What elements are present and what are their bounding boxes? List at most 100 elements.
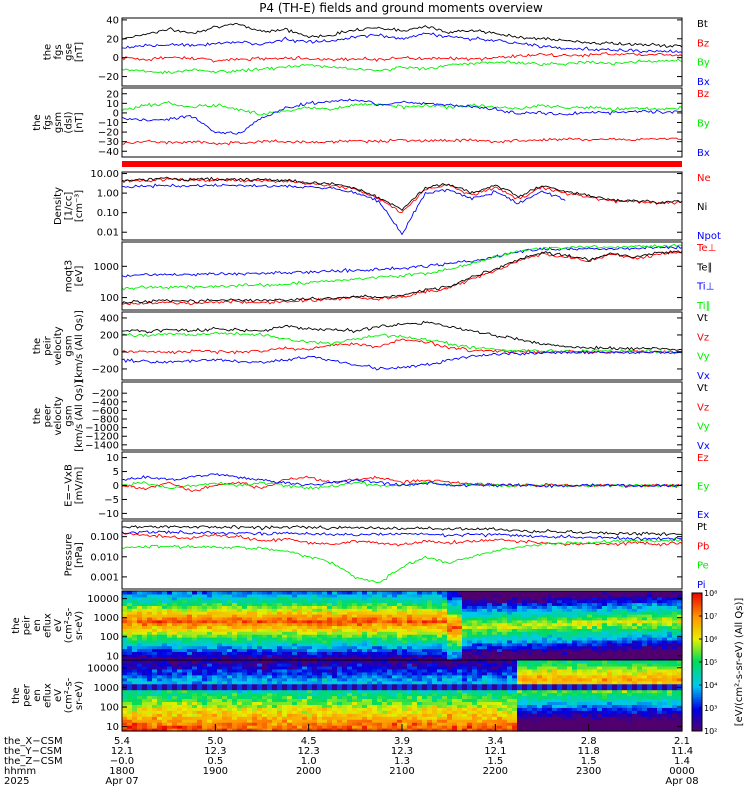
heatmap-cell [272,716,278,720]
heatmap-cell [377,634,383,638]
heatmap-cell [362,605,368,609]
heatmap-cell [122,605,128,609]
heatmap-cell [312,680,318,685]
heatmap-cell [387,704,393,708]
heatmap-cell [467,680,473,685]
heatmap-cell [207,692,213,697]
heatmap-cell [172,596,178,601]
heatmap-cell [402,674,408,679]
heatmap-cell [402,695,408,700]
heatmap-cell [237,722,243,726]
heatmap-cell [272,602,278,606]
heatmap-cell [557,619,563,624]
heatmap-cell [232,716,238,720]
heatmap-cell [612,634,618,638]
y-label-line: [1/cc] [64,192,75,221]
heatmap-cell [302,722,308,726]
heatmap-cell [647,596,653,601]
heatmap-cell [562,605,568,609]
heatmap-cell [622,642,628,647]
panel-background [122,18,682,86]
heatmap-cell [192,674,198,679]
heatmap-cell [127,728,133,732]
heatmap-cell [402,701,408,705]
heatmap-cell [392,657,398,661]
heatmap-cell [397,725,403,729]
heatmap-cell [472,619,478,624]
heatmap-cell [362,645,368,650]
heatmap-cell [477,599,483,604]
heatmap-cell [597,628,603,632]
heatmap-cell [452,611,458,615]
heatmap-cell [292,716,298,720]
heatmap-cell [242,660,248,664]
heatmap-cell [217,651,223,655]
heatmap-cell [562,596,568,601]
heatmap-cell [152,677,158,682]
heatmap-cell [347,648,353,652]
heatmap-cell [597,642,603,647]
heatmap-cell [302,628,308,632]
heatmap-cell [327,701,333,705]
heatmap-cell [167,683,173,688]
heatmap-cell [357,616,363,621]
heatmap-cell [632,645,638,650]
heatmap-cell [137,637,143,641]
heatmap-cell [667,605,673,609]
heatmap-cell [647,602,653,606]
heatmap-cell [587,631,593,635]
heatmap-cell [142,674,148,679]
heatmap-cell [427,692,433,697]
heatmap-cell [642,614,648,618]
heatmap-cell [472,728,478,732]
heatmap-cell [297,634,303,638]
heatmap-cell [652,648,658,652]
heatmap-cell [582,619,588,624]
heatmap-cell [312,689,318,694]
heatmap-cell [367,677,373,682]
heatmap-cell [432,645,438,650]
heatmap-cell [387,677,393,682]
heatmap-cell [142,631,148,635]
heatmap-cell [462,710,468,714]
heatmap-cell [222,665,228,670]
heatmap-cell [487,591,493,595]
heatmap-cell [132,665,138,670]
y-label-line: gsm [64,405,75,426]
heatmap-cell [542,677,548,682]
heatmap-cell [327,654,333,658]
heatmap-cell [372,608,378,612]
heatmap-cell [182,665,188,670]
heatmap-cell [232,725,238,729]
heatmap-cell [217,698,223,703]
heatmap-cell [522,591,528,595]
heatmap-cell [142,616,148,621]
heatmap-cell [427,614,433,618]
heatmap-cell [327,628,333,632]
heatmap-cell [247,707,253,711]
heatmap-cell [207,660,213,664]
heatmap-cell [322,645,328,650]
heatmap-cell [397,683,403,688]
heatmap-cell [417,657,423,661]
heatmap-cell [452,631,458,635]
heatmap-cell [597,605,603,609]
heatmap-cell [237,713,243,717]
heatmap-cell [347,707,353,711]
heatmap-cell [372,599,378,604]
heatmap-cell [417,591,423,595]
heatmap-cell [182,619,188,624]
heatmap-cell [247,628,253,632]
heatmap-cell [457,596,463,601]
heatmap-cell [137,642,143,647]
heatmap-cell [527,671,533,676]
heatmap-cell [612,605,618,609]
heatmap-cell [467,716,473,720]
heatmap-cell [132,593,138,598]
heatmap-cell [472,616,478,621]
heatmap-cell [127,611,133,615]
heatmap-cell [482,611,488,615]
heatmap-cell [267,665,273,670]
heatmap-cell [467,593,473,598]
heatmap-cell [372,591,378,595]
